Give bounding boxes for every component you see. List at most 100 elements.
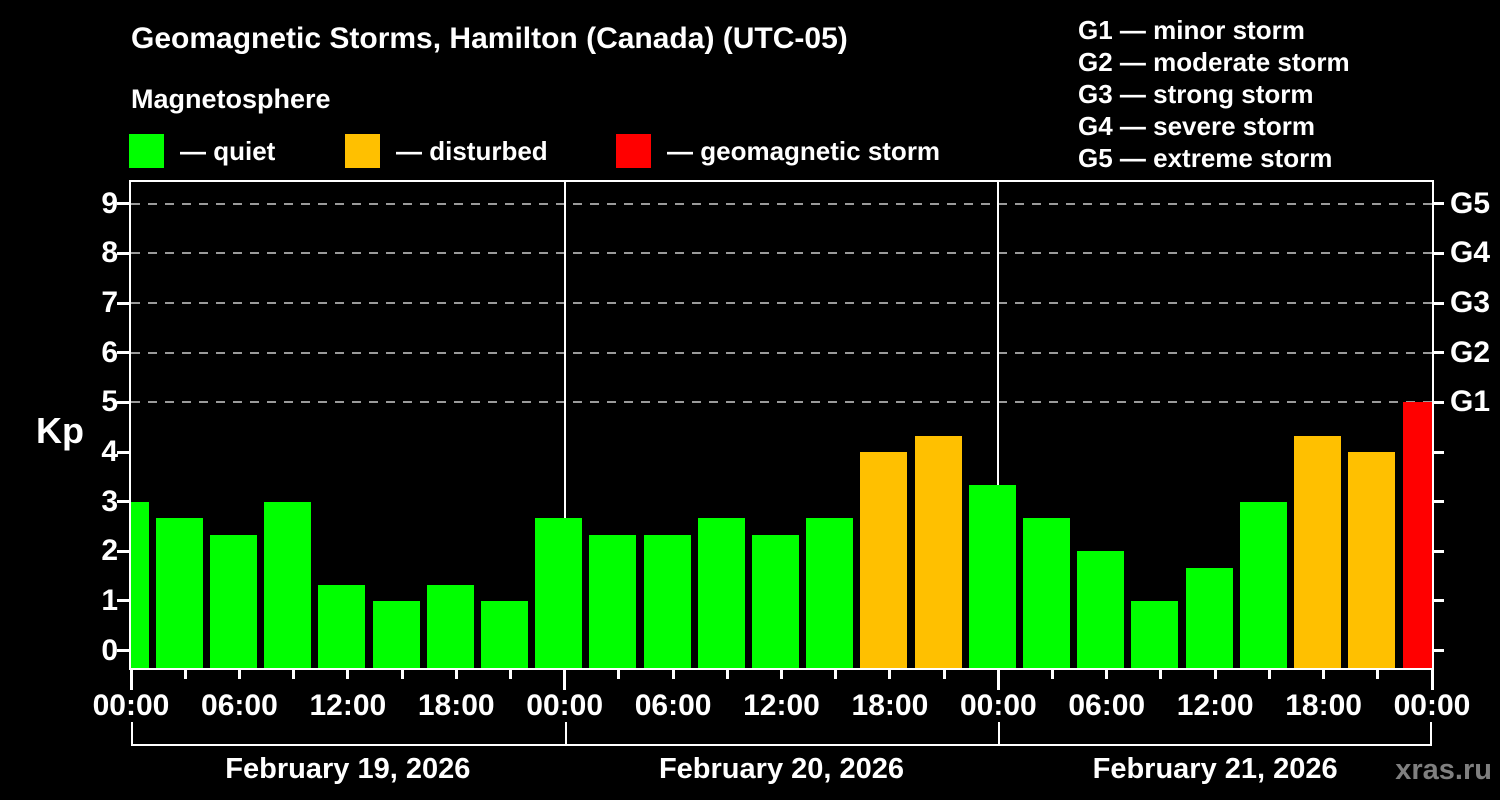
x-axis-tick (563, 668, 567, 690)
storm-scale-legend: G1 — minor storm G2 — moderate storm G3 … (1078, 14, 1350, 174)
y-axis-tick (117, 251, 131, 255)
x-axis-tick (1213, 668, 1217, 679)
day-boundary-line (997, 182, 1000, 668)
gridline (131, 202, 1432, 205)
y-axis-tick (117, 549, 131, 553)
x-axis-tick (1159, 668, 1163, 679)
storm-scale-g4: G4 — severe storm (1078, 111, 1316, 141)
x-axis-tick (1322, 668, 1326, 679)
right-axis-label: G1 (1450, 385, 1491, 419)
right-axis-tick (1432, 549, 1444, 553)
right-axis-tick (1432, 599, 1444, 603)
kp-bar (1348, 452, 1396, 668)
right-axis-tick (1432, 500, 1444, 504)
date-label: February 19, 2026 (225, 753, 471, 785)
day-boundary-line (563, 182, 566, 668)
x-axis-tick (292, 668, 296, 679)
right-axis-label: G4 (1450, 236, 1491, 270)
x-axis-tick (1051, 668, 1055, 679)
right-axis-tick (1432, 301, 1444, 305)
date-bracket-tick (998, 722, 1001, 744)
y-tick-label: 9 (101, 186, 118, 220)
x-axis-tick (834, 668, 838, 679)
y-axis-tick (117, 649, 131, 653)
x-tick-label: 12:00 (743, 689, 820, 722)
kp-bar (318, 584, 366, 668)
kp-bar (914, 435, 962, 668)
x-axis-tick (1376, 668, 1380, 679)
date-bracket-tick (564, 722, 567, 744)
y-axis-tick (117, 351, 131, 355)
right-axis-label: G5 (1450, 186, 1491, 220)
y-axis-tick (117, 450, 131, 454)
gridline (131, 302, 1432, 305)
date-bracket-line (131, 744, 1432, 746)
x-tick-label: 06:00 (1068, 689, 1146, 722)
kp-bar (1077, 551, 1125, 668)
x-axis-tick (671, 668, 675, 679)
y-axis-tick (117, 202, 131, 206)
date-label: February 21, 2026 (1092, 753, 1338, 785)
right-axis-tick (1432, 400, 1444, 404)
y-tick-label: 1 (101, 583, 118, 617)
y-tick-label: 2 (101, 534, 118, 568)
date-bracket-tick (1430, 722, 1432, 744)
x-axis-tick (346, 668, 350, 679)
kp-bar (535, 518, 583, 668)
x-tick-label: 18:00 (417, 689, 495, 722)
chart-subtitle: Magnetosphere (131, 84, 331, 114)
legend-label: — quiet (180, 135, 276, 166)
y-axis-tick (117, 500, 131, 504)
right-axis-tick (1432, 202, 1444, 206)
y-tick-label: 3 (101, 484, 118, 518)
x-tick-label: 06:00 (201, 689, 278, 722)
storm-scale-g3: G3 — strong storm (1078, 79, 1314, 109)
right-axis-tick (1432, 649, 1444, 653)
y-axis-title: Kp (36, 410, 84, 451)
x-tick-label: 18:00 (851, 689, 929, 722)
legend-item-storm: — geomagnetic storm (616, 132, 940, 170)
x-axis-tick (996, 668, 1000, 690)
y-tick-label: 5 (101, 385, 118, 419)
kp-bar (643, 534, 691, 668)
watermark: xras.ru (1395, 754, 1492, 786)
x-axis-tick (183, 668, 187, 679)
y-axis-tick (117, 400, 131, 404)
kp-bar (968, 485, 1016, 668)
x-tick-label: 06:00 (634, 689, 712, 722)
y-axis-tick (117, 599, 131, 603)
kp-bar (1131, 600, 1179, 668)
disturbed-color-swatch (345, 134, 380, 168)
y-axis-tick (117, 301, 131, 305)
right-axis-label: G2 (1450, 335, 1491, 369)
x-axis-tick (454, 668, 458, 679)
x-axis-tick (1105, 668, 1109, 679)
plot-area (131, 182, 1432, 668)
x-axis-tick (725, 668, 729, 679)
quiet-color-swatch (129, 134, 164, 168)
x-axis-tick (508, 668, 512, 679)
kp-bar (589, 534, 637, 668)
x-tick-label: 12:00 (1176, 689, 1254, 722)
x-tick-label: 12:00 (309, 689, 387, 722)
x-axis-tick (780, 668, 783, 679)
date-label: February 20, 2026 (658, 753, 905, 785)
kp-bar (209, 534, 257, 668)
kp-bar (131, 501, 149, 668)
storm-scale-g2: G2 — moderate storm (1078, 47, 1350, 77)
right-axis-tick (1432, 251, 1444, 255)
storm-color-swatch (616, 134, 651, 168)
kp-bar (1185, 567, 1233, 668)
gridline (131, 401, 1432, 404)
right-axis-tick (1432, 450, 1444, 454)
x-tick-label: 00:00 (92, 689, 170, 722)
x-axis-tick (942, 668, 946, 679)
kp-bar (1294, 435, 1342, 668)
y-tick-label: 8 (101, 236, 118, 270)
kp-bar (480, 600, 528, 668)
kp-bar (264, 501, 312, 668)
right-axis-tick (1432, 351, 1444, 355)
x-axis-tick (617, 668, 621, 679)
legend-item-disturbed: — disturbed (345, 132, 548, 170)
